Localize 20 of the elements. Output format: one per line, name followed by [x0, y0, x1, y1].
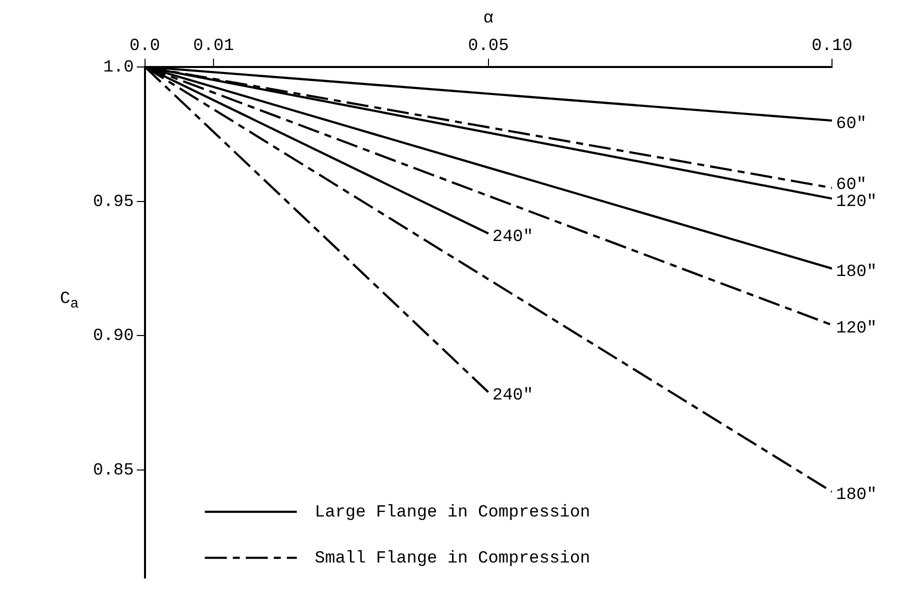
- series-label: 60": [836, 176, 867, 196]
- series-label: 180": [836, 486, 877, 506]
- x-tick-label: 0.01: [193, 37, 234, 56]
- y-axis-title: C$_{a}$: [60, 290, 79, 312]
- series-label: 240": [492, 228, 534, 248]
- series-label: 120": [836, 319, 877, 338]
- series-label: 180": [836, 263, 877, 282]
- series-label: 120": [836, 193, 877, 212]
- annotation: Large Flange in Compression: [314, 503, 590, 522]
- x-tick-label: 0.10: [812, 37, 852, 56]
- annotation: Small Flange in Compression: [314, 549, 590, 568]
- y-tick-label: 0.85: [92, 462, 134, 481]
- series-label: 240": [492, 386, 534, 406]
- y-tick-label: 0.90: [92, 327, 134, 346]
- x-tick-label: 0.0: [130, 37, 160, 56]
- series-label: 60": [836, 115, 867, 134]
- x-tick-label: 0.05: [468, 37, 509, 56]
- y-tick-label: 1.0: [103, 58, 134, 78]
- x-axis-title: α: [483, 10, 494, 29]
- y-tick-label: 0.95: [92, 192, 134, 212]
